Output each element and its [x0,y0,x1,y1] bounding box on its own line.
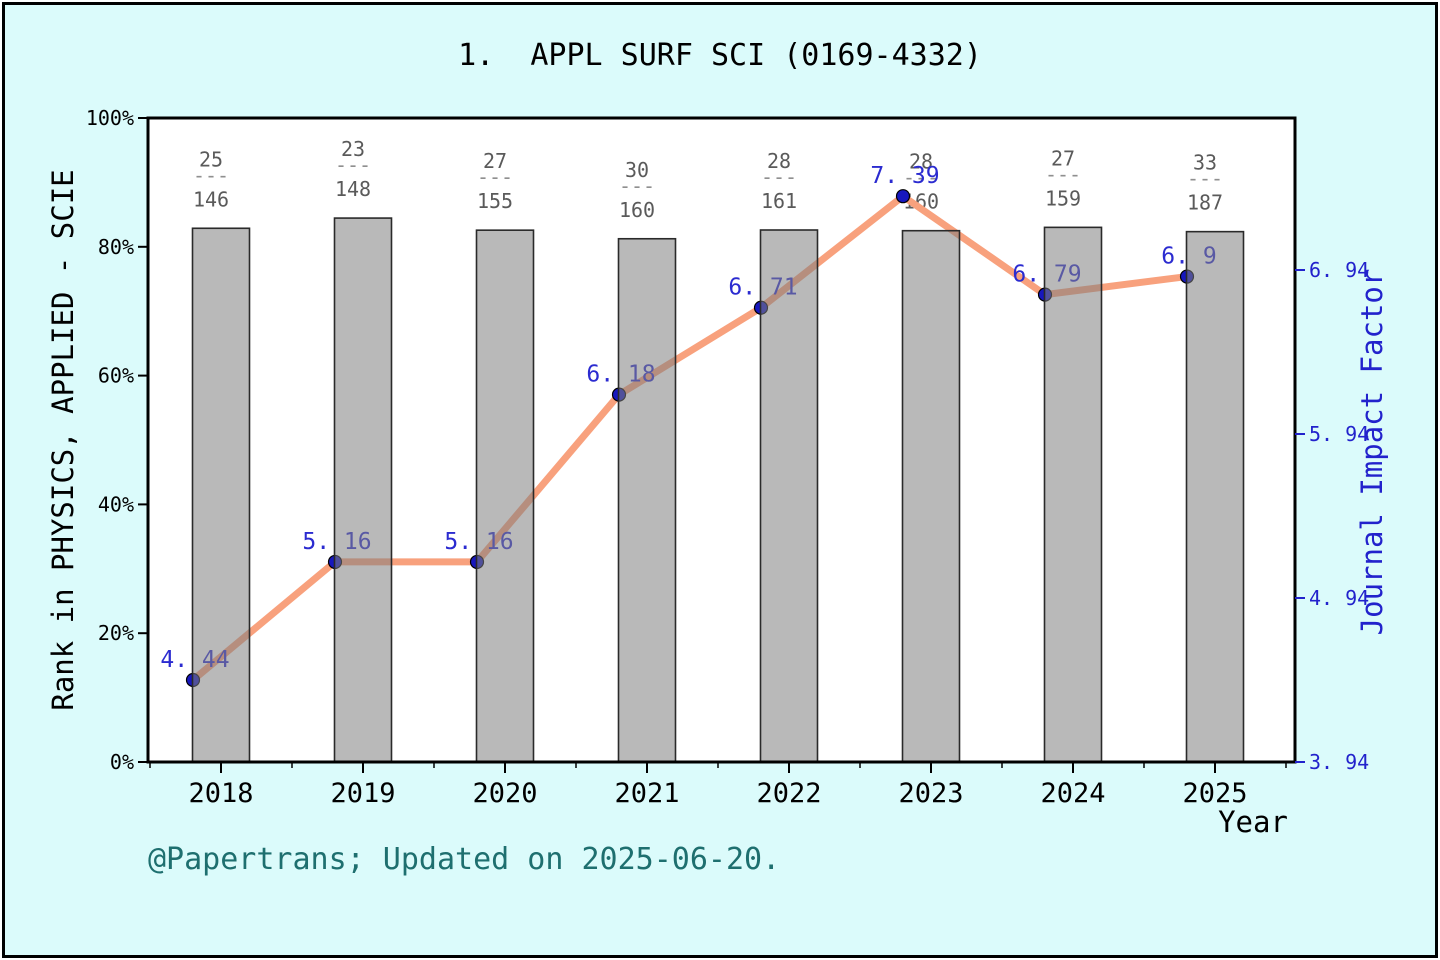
right-tick-label: 3. 94 [1309,750,1369,774]
left-tick-label: 20% [98,621,134,645]
plot-border [146,116,1297,764]
rank-fraction-2020: 27---155 [477,149,513,213]
point-label-2023: 7. 39 [870,163,939,189]
footer-attribution: @Papertrans; Updated on 2025-06-20. [148,842,781,877]
fraction-bar: --- [335,153,371,177]
rank-fraction-2019: 23---148 [335,137,371,201]
x-axis-title: Year [1218,805,1288,839]
rank-fraction-2021: 30---160 [619,158,655,222]
fraction-bar: --- [903,166,939,190]
rank-fraction-labels: 25---14623---14827---15530---16028---161… [193,137,1223,222]
left-tick-label: 80% [98,235,134,259]
left-tick-label: 0% [110,750,134,774]
fraction-bar: --- [1187,167,1223,191]
bar-2025 [1185,230,1245,763]
x-tick-label-2022: 2022 [756,778,821,809]
rank-numerator: 27 [1051,146,1075,170]
fraction-bar: --- [619,174,655,198]
rank-fraction-2022: 28---161 [761,149,797,213]
rank-numerator: 25 [199,147,223,171]
rank-numerator: 23 [341,137,365,161]
left-tick-label: 100% [86,106,134,130]
rank-numerator: 27 [483,149,507,173]
rank-denominator: 161 [761,189,797,213]
bar-2019 [333,217,393,763]
rank-numerator: 28 [909,150,933,174]
rank-fraction-2025: 33---187 [1187,151,1223,215]
left-tick-label: 60% [98,364,134,388]
x-tick-label-2018: 2018 [188,778,253,809]
fraction-bar: --- [193,163,229,187]
x-tick-label-2019: 2019 [330,778,395,809]
left-tick-label: 40% [98,492,134,516]
x-tick-label-2025: 2025 [1182,778,1247,809]
bar-2021 [617,237,677,763]
fraction-bar: --- [761,165,797,189]
fraction-bar: --- [1045,162,1081,186]
bar-2023 [901,229,961,763]
rank-denominator: 155 [477,189,513,213]
rank-denominator: 159 [1045,186,1081,210]
x-tick-label-2023: 2023 [898,778,963,809]
rank-numerator: 33 [1193,151,1217,175]
rank-denominator: 146 [193,187,229,211]
bar-2018 [191,227,251,763]
rank-percentile-bars [191,217,1245,763]
rank-fraction-2018: 25---146 [193,147,229,211]
axis-ticks-and-labels: 0% 20% 40% 60% 80% 100% 3. 94 4. 94 5. 94 6. 94 20… [86,106,1369,809]
bar-2024 [1043,226,1103,763]
rank-numerator: 30 [625,158,649,182]
right-tick-label: 4. 94 [1309,586,1369,610]
x-tick-label-2020: 2020 [472,778,537,809]
rank-fraction-2023: 28---160 [903,150,939,214]
plot-area [148,118,1295,762]
right-tick-label: 5. 94 [1309,422,1369,446]
chart-title: 1. APPL SURF SCI (0169-4332) [458,38,982,73]
data-point-2023 [895,189,911,204]
rank-denominator: 160 [619,198,655,222]
rank-denominator: 148 [335,177,371,201]
right-tick-label: 6. 94 [1309,258,1369,282]
rank-fraction-2024: 27---159 [1045,146,1081,210]
bar-2022 [759,229,819,763]
x-tick-label-2021: 2021 [614,778,679,809]
x-tick-label-2024: 2024 [1040,778,1105,809]
bar-2020 [475,229,535,763]
fraction-bar: --- [477,165,513,189]
rank-denominator: 187 [1187,191,1223,215]
rank-numerator: 28 [767,149,791,173]
